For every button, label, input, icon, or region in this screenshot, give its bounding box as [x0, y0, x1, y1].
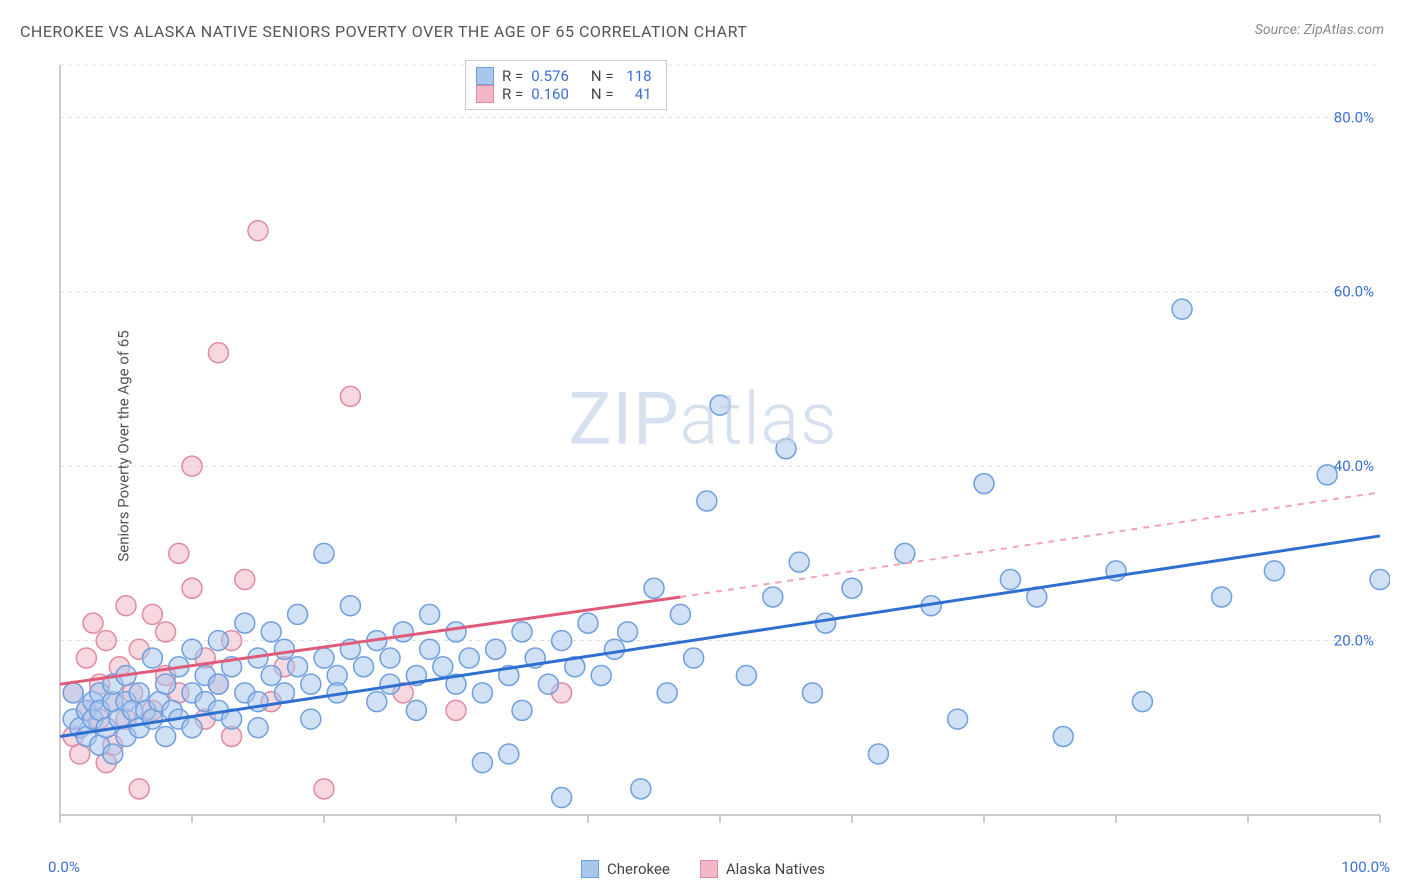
swatch-cherokee-bottom: [581, 860, 599, 878]
x-axis-max-label: 100.0%: [1341, 858, 1390, 876]
svg-text:80.0%: 80.0%: [1334, 108, 1374, 126]
svg-text:20.0%: 20.0%: [1334, 632, 1374, 650]
chart-container: CHEROKEE VS ALASKA NATIVE SENIORS POVERT…: [0, 0, 1406, 892]
scatter-plot-svg: 20.0% 40.0% 60.0% 80.0%: [50, 55, 1390, 835]
x-axis-min-label: 0.0%: [48, 858, 80, 876]
swatch-alaska-bottom: [700, 860, 718, 878]
swatch-cherokee: [476, 67, 494, 85]
svg-text:40.0%: 40.0%: [1334, 457, 1374, 475]
legend-row-alaska: R = 0.160 N = 41: [476, 85, 652, 103]
svg-text:60.0%: 60.0%: [1334, 283, 1374, 301]
plot-area: 20.0% 40.0% 60.0% 80.0%: [50, 55, 1390, 835]
swatch-alaska: [476, 85, 494, 103]
chart-title: CHEROKEE VS ALASKA NATIVE SENIORS POVERT…: [20, 22, 747, 41]
legend-item-cherokee: Cherokee: [581, 860, 670, 878]
legend-row-cherokee: R = 0.576 N = 118: [476, 67, 652, 85]
correlation-legend: R = 0.576 N = 118 R = 0.160 N = 41: [465, 60, 667, 110]
legend-item-alaska: Alaska Natives: [700, 860, 825, 878]
series-legend: Cherokee Alaska Natives: [581, 860, 825, 878]
source-label: Source: ZipAtlas.com: [1255, 22, 1384, 38]
